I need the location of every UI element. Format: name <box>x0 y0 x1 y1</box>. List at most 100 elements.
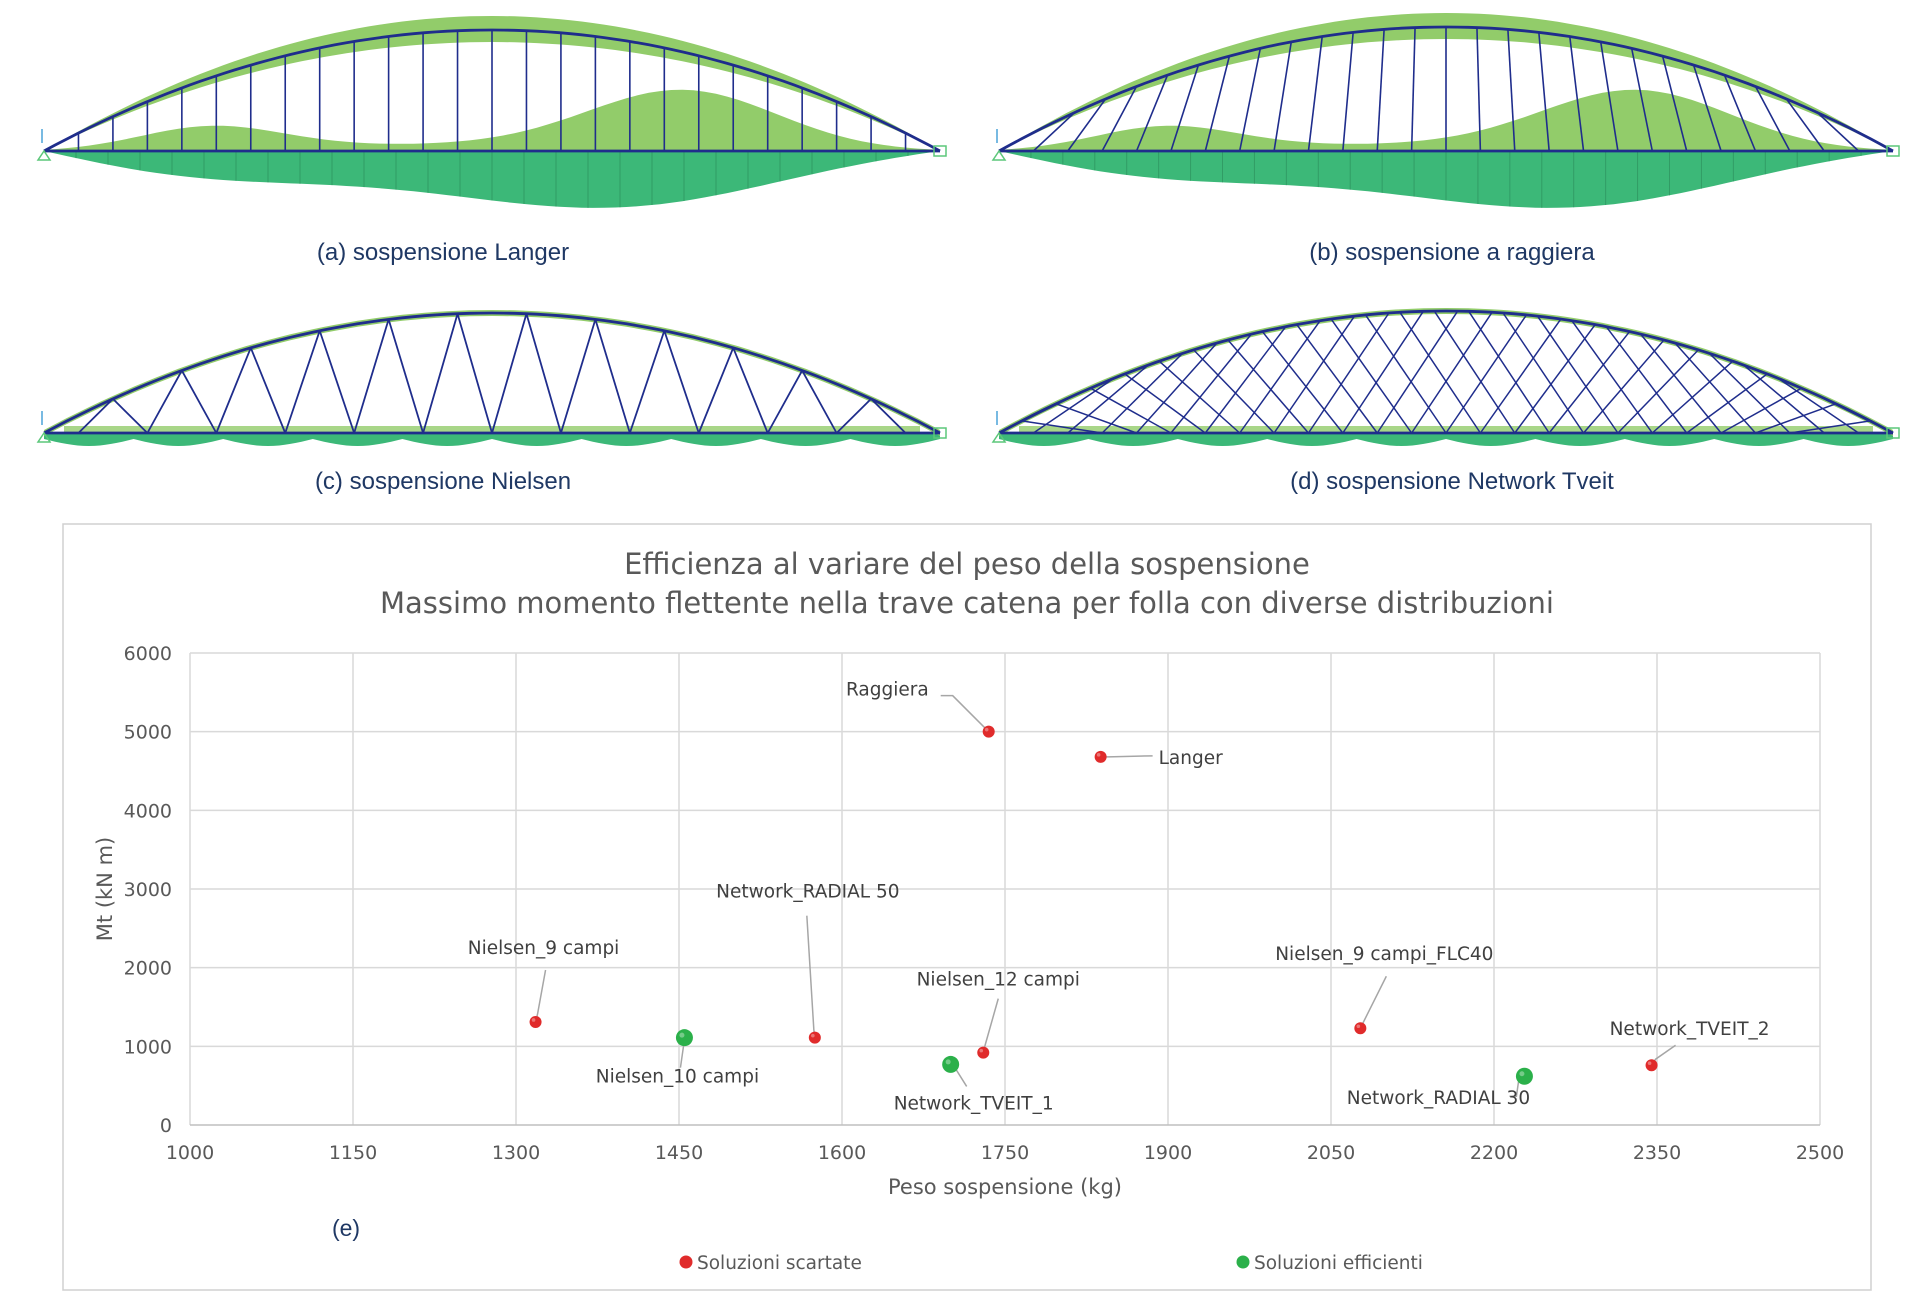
chart-frame <box>62 523 1872 1291</box>
diagonal-hanger <box>112 398 149 434</box>
hanger <box>1342 32 1354 152</box>
network-hanger <box>1032 377 1115 434</box>
support-right <box>1886 145 1900 157</box>
network-hanger <box>1399 311 1482 434</box>
x-tick-label: 2200 <box>1470 1142 1518 1164</box>
data-label: Nielsen_9 campi_FLC40 <box>1275 944 1493 965</box>
deck-moment-positive <box>999 89 1893 151</box>
hanger <box>1170 64 1200 152</box>
support-right <box>933 427 947 439</box>
network-hanger <box>1376 310 1459 434</box>
legend-label-efficient: Soluzioni efficienti <box>1254 1253 1423 1274</box>
hanger <box>1204 55 1231 152</box>
x-axis-label: Peso sospensione (kg) <box>888 1175 1122 1199</box>
diagonal-hanger <box>525 313 562 434</box>
data-label: Network_TVEIT_1 <box>894 1093 1054 1114</box>
x-tick-label: 1900 <box>1144 1142 1192 1164</box>
data-label: Nielsen_9 campi <box>468 938 620 959</box>
support-left <box>991 431 1007 443</box>
y-tick-label: 3000 <box>124 879 172 901</box>
hanger <box>1273 41 1293 152</box>
legend-label-discarded: Soluzioni scartate <box>697 1253 862 1274</box>
caption-network: (d) sospensione Network Tveit <box>1290 468 1614 495</box>
support-right <box>1886 427 1900 439</box>
hanger <box>1476 27 1482 152</box>
data-label: Network_TVEIT_2 <box>1610 1019 1770 1040</box>
y-axis-label: Mt (kN m) <box>93 837 117 941</box>
diagonal-hanger <box>560 319 597 434</box>
hanger <box>1101 86 1138 152</box>
point-discarded <box>808 1031 821 1044</box>
network-hanger <box>1605 326 1688 434</box>
data-label: Raggiera <box>846 680 929 701</box>
arch-moment-diagram <box>44 310 940 436</box>
network-hanger <box>1342 310 1424 434</box>
network-hanger <box>1227 339 1310 434</box>
network-hanger <box>1296 324 1378 434</box>
arch <box>43 311 941 435</box>
network-hanger <box>1708 352 1791 434</box>
hanger <box>1032 111 1076 152</box>
network-hanger <box>1239 320 1321 434</box>
network-hanger <box>1548 331 1631 434</box>
hanger <box>1661 55 1688 152</box>
diagonal-hanger <box>215 347 252 434</box>
diagonal-hanger <box>284 330 321 434</box>
hanger <box>1238 48 1262 152</box>
point-discarded <box>1645 1059 1658 1072</box>
y-tick-label: 1000 <box>124 1036 172 1058</box>
arch-moment-diagram <box>999 308 1893 436</box>
diagonal-hanger <box>181 370 218 434</box>
network-hanger <box>1617 349 1699 434</box>
network-hanger <box>1479 318 1562 434</box>
diagonal-hanger <box>249 347 287 434</box>
network-hanger <box>1090 387 1172 434</box>
y-tick-label: 4000 <box>124 800 172 822</box>
x-tick-label: 2050 <box>1307 1142 1355 1164</box>
network-hanger <box>1433 310 1516 434</box>
network-hanger <box>1640 333 1722 434</box>
diagram-network <box>991 308 1900 446</box>
network-hanger <box>1582 339 1665 434</box>
hanger <box>1692 64 1722 152</box>
network-hanger <box>1158 360 1241 434</box>
network-hanger <box>1273 315 1356 434</box>
diagonal-hanger <box>77 398 114 434</box>
support-left <box>36 431 52 443</box>
network-hanger <box>1674 342 1757 434</box>
point-efficient <box>675 1029 693 1047</box>
hanger <box>1507 29 1516 152</box>
hanger <box>1307 36 1324 152</box>
arch <box>998 25 1894 153</box>
network-hanger <box>1135 342 1218 434</box>
legend-marker-efficient <box>1236 1255 1250 1269</box>
x-tick-label: 2500 <box>1796 1142 1844 1164</box>
support-left <box>991 149 1007 161</box>
hanger <box>1785 98 1825 152</box>
network-hanger <box>1468 310 1550 434</box>
deck-moment-positive <box>64 426 920 432</box>
chart-title: Efficienza al variare del peso della sos… <box>624 547 1310 581</box>
network-hanger <box>1410 311 1493 434</box>
data-labels: Raggiera Langer Nielsen_9 campi Network_RAD… <box>468 680 1770 1115</box>
x-tick-label: 1300 <box>492 1142 540 1164</box>
data-label: Langer <box>1159 748 1223 769</box>
arch <box>43 28 941 153</box>
y-tick-label: 5000 <box>124 722 172 744</box>
point-discarded <box>529 1015 542 1028</box>
diagonal-hanger <box>422 313 459 434</box>
data-points <box>529 725 1658 1085</box>
hanger <box>1135 74 1169 152</box>
caption-raggiera: (b) sospensione a raggiera <box>1309 239 1595 266</box>
diagonal-hanger <box>353 319 390 434</box>
x-tick-label: 1750 <box>981 1142 1029 1164</box>
point-discarded <box>1354 1022 1367 1035</box>
deck-moment-positive <box>1019 426 1873 432</box>
x-tick-label: 2350 <box>1633 1142 1681 1164</box>
network-hanger <box>1101 352 1184 434</box>
diagram-langer <box>36 16 947 208</box>
data-label: Nielsen_10 campi <box>596 1067 759 1088</box>
hanger <box>1630 48 1654 152</box>
hanger <box>1723 74 1757 152</box>
